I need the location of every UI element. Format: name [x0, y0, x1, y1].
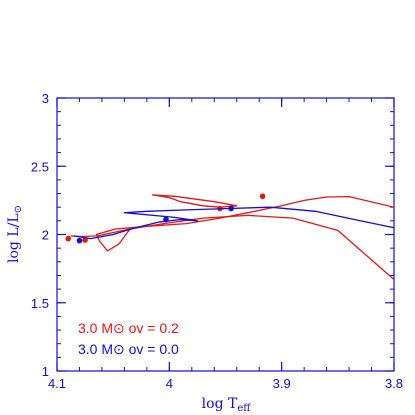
x-axis-title: log Teff — [202, 396, 252, 414]
x-tick-label: 3.8 — [385, 376, 403, 391]
y-axis-title-main: log L/L — [6, 213, 22, 263]
x-axis-title-main: log T — [202, 396, 238, 412]
track-ov-0.2-loop — [151, 194, 238, 208]
axis-tick-labels: 4.1 4 3.9 3.8 1 1.5 2 2.5 3 — [31, 91, 403, 391]
axis-ticks — [56, 97, 395, 372]
y-tick-label: 1.5 — [31, 296, 49, 311]
series-layer — [65, 193, 395, 280]
x-tick-label: 4 — [166, 376, 173, 391]
track-ov-0.2-point — [259, 193, 266, 200]
legend: 3.0 M⊙ ov = 0.2 3.0 M⊙ ov = 0.0 — [78, 320, 179, 357]
track-ov-0.2-point — [65, 235, 72, 242]
y-tick-label: 2.5 — [31, 159, 49, 174]
track-ov-0.0-point — [163, 216, 169, 223]
track-ov-0.2-branch — [95, 195, 395, 252]
y-tick-label: 3 — [42, 91, 49, 106]
y-tick-label: 1 — [42, 364, 49, 379]
legend-entry-ov-0.0: 3.0 M⊙ ov = 0.0 — [78, 341, 179, 357]
track-ov-0.0-point — [228, 205, 234, 212]
x-tick-label: 4.1 — [48, 376, 66, 391]
legend-entry-ov-0.2: 3.0 M⊙ ov = 0.2 — [78, 320, 179, 336]
x-tick-label: 3.9 — [273, 376, 291, 391]
y-axis-title-symbol: ⊙ — [13, 205, 24, 213]
y-axis-title: log L/L⊙ — [6, 205, 24, 263]
track-ov-0.2-line — [70, 214, 395, 280]
y-tick-label: 2 — [42, 228, 49, 243]
x-axis-title-sub: eff — [237, 403, 251, 414]
track-ov-0.0-point — [76, 237, 83, 244]
track-ov-0.0-line — [73, 206, 395, 240]
